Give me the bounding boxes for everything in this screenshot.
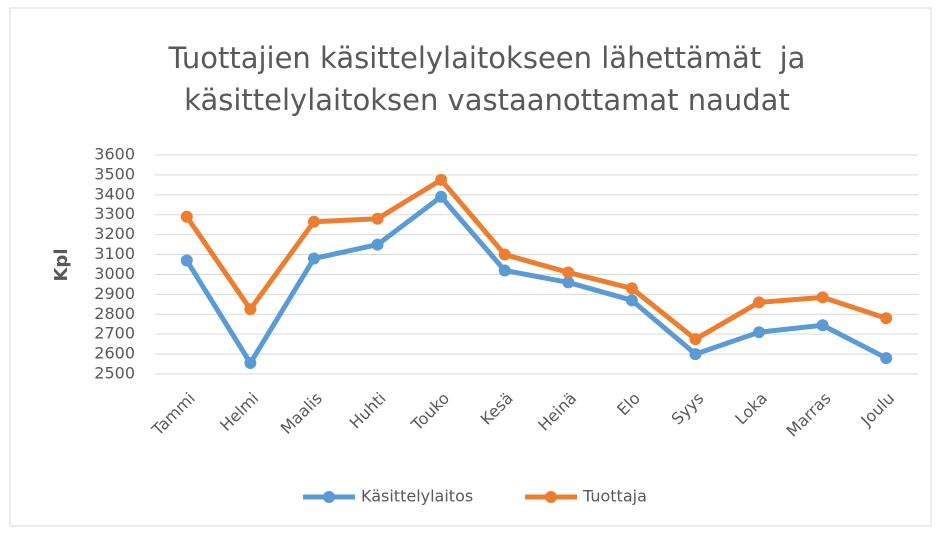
chart-title: käsittelylaitoksen vastaanottamat naudat xyxy=(184,83,790,117)
y-tick-label: 3300 xyxy=(94,204,135,223)
y-tick-label: 3600 xyxy=(94,145,135,164)
data-point xyxy=(435,173,448,186)
data-point xyxy=(498,264,511,277)
legend-label: Käsittelylaitos xyxy=(361,487,473,506)
series-line xyxy=(184,194,888,366)
data-point xyxy=(371,212,384,225)
data-point xyxy=(625,282,638,295)
series-line xyxy=(184,177,887,342)
data-point xyxy=(816,319,829,332)
data-point xyxy=(689,333,702,346)
legend-label: Tuottaja xyxy=(582,487,647,506)
data-point xyxy=(562,276,575,289)
data-point xyxy=(753,296,766,309)
data-point xyxy=(689,348,702,361)
y-tick-label: 2900 xyxy=(94,284,135,303)
data-point xyxy=(180,210,193,223)
y-tick-label: 2500 xyxy=(94,364,135,383)
data-point xyxy=(880,312,893,325)
data-point xyxy=(244,357,257,370)
data-point xyxy=(244,303,257,316)
y-tick-label: 3200 xyxy=(94,224,135,243)
legend-marker xyxy=(323,491,335,503)
y-tick-label: 2700 xyxy=(94,324,135,343)
data-point xyxy=(371,238,384,251)
y-tick-label: 3100 xyxy=(94,244,135,263)
data-point xyxy=(180,254,193,267)
y-axis-label: Kpl xyxy=(51,248,72,281)
legend-marker xyxy=(545,491,557,503)
data-point xyxy=(562,266,575,279)
chart-frame xyxy=(9,7,932,527)
data-point xyxy=(435,190,448,203)
data-point xyxy=(625,294,638,307)
data-point xyxy=(880,352,893,365)
y-tick-label: 3400 xyxy=(94,184,135,203)
y-tick-label: 2800 xyxy=(94,304,135,323)
data-point xyxy=(307,252,320,265)
data-point xyxy=(753,326,766,339)
y-tick-label: 3500 xyxy=(94,164,135,183)
y-tick-label: 2600 xyxy=(94,344,135,363)
data-point xyxy=(816,291,829,304)
y-tick-label: 3000 xyxy=(94,264,135,283)
chart-title: Tuottajien käsittelylaitokseen lähettämä… xyxy=(168,41,806,75)
data-point xyxy=(498,248,511,261)
data-point xyxy=(307,215,320,228)
